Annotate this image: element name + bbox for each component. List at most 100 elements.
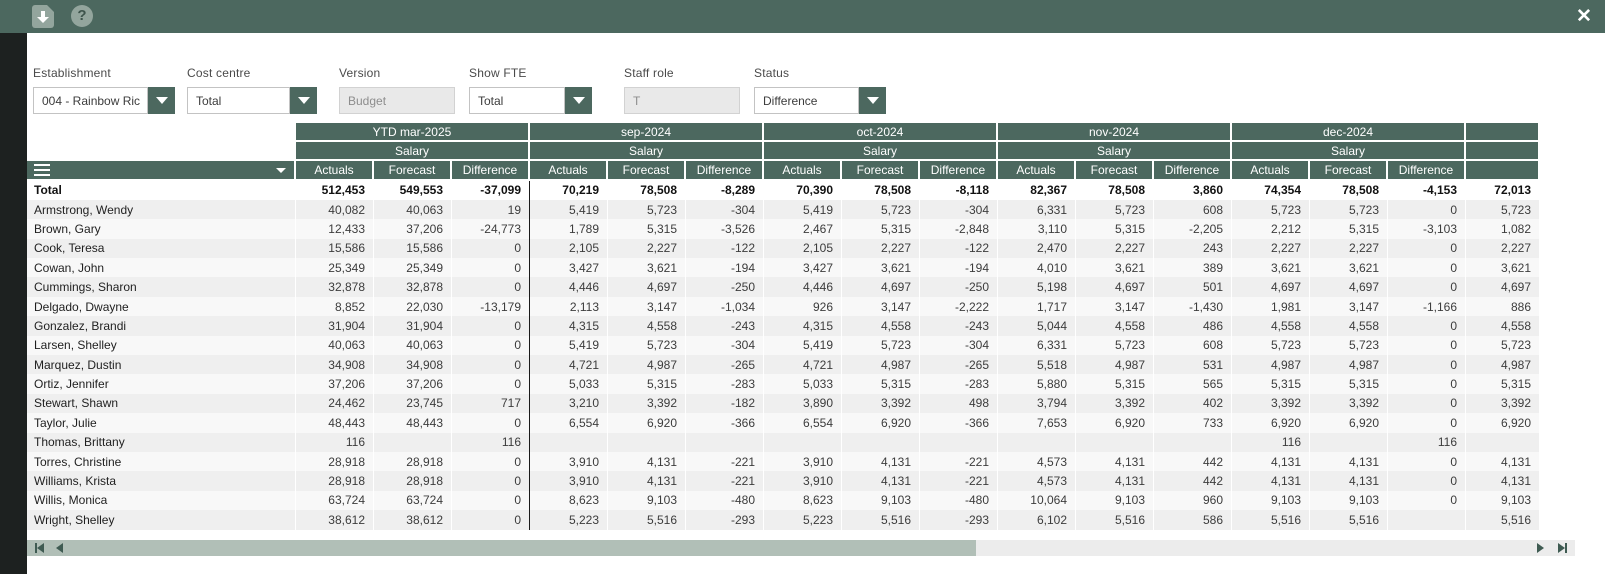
value-cell[interactable]: 25,349	[374, 258, 452, 278]
value-cell[interactable]: 717	[452, 393, 530, 414]
value-cell[interactable]: 608	[1154, 335, 1232, 356]
value-cell[interactable]: 0	[452, 510, 530, 530]
value-cell[interactable]: 2,113	[530, 296, 608, 317]
value-cell[interactable]: 6,554	[530, 413, 608, 433]
value-cell[interactable]: 0	[1388, 451, 1466, 472]
staff-name-cell[interactable]: Brown, Gary	[27, 219, 296, 239]
value-cell[interactable]: 40,063	[296, 335, 374, 356]
value-cell[interactable]: 5,723	[1076, 335, 1154, 356]
value-cell[interactable]: 4,987	[608, 355, 686, 375]
value-cell[interactable]: 5,723	[608, 335, 686, 356]
value-cell[interactable]: 28,918	[296, 451, 374, 472]
staff-name-cell[interactable]: Delgado, Dwayne	[27, 296, 296, 317]
value-cell[interactable]: -250	[920, 277, 998, 297]
value-cell[interactable]: 78,508	[842, 180, 920, 200]
value-cell[interactable]: 586	[1154, 510, 1232, 530]
value-cell[interactable]: 498	[920, 393, 998, 414]
value-cell[interactable]	[1310, 432, 1388, 452]
value-cell[interactable]: 82,367	[998, 180, 1076, 200]
value-cell[interactable]: 0	[1388, 199, 1466, 220]
value-cell[interactable]: 0	[1388, 258, 1466, 278]
value-cell[interactable]: 5,723	[1310, 335, 1388, 356]
value-cell[interactable]: 63,724	[296, 490, 374, 511]
show-fte-select[interactable]: Total	[469, 87, 565, 114]
value-cell[interactable]: -3,103	[1388, 219, 1466, 239]
value-cell[interactable]: 70,219	[530, 180, 608, 200]
help-icon[interactable]: ?	[71, 5, 93, 27]
value-cell[interactable]: 116	[452, 432, 530, 452]
value-cell[interactable]: -8,289	[686, 180, 764, 200]
value-cell[interactable]: 5,723	[842, 335, 920, 356]
scroll-first-icon[interactable]	[29, 540, 50, 556]
value-cell[interactable]: 3,427	[764, 258, 842, 278]
value-cell[interactable]: 0	[1388, 316, 1466, 336]
value-cell[interactable]: -265	[686, 355, 764, 375]
value-cell[interactable]: -13,179	[452, 296, 530, 317]
value-cell[interactable]: 116	[296, 432, 374, 452]
value-cell[interactable]: 4,131	[1232, 451, 1310, 472]
value-cell[interactable]: 37,206	[374, 374, 452, 394]
value-cell[interactable]: 6,920	[842, 413, 920, 433]
value-cell[interactable]: 38,612	[374, 510, 452, 530]
staff-name-cell[interactable]: Armstrong, Wendy	[27, 199, 296, 220]
value-cell[interactable]: 0	[452, 413, 530, 433]
value-cell[interactable]	[842, 432, 920, 452]
value-cell[interactable]: 4,010	[998, 258, 1076, 278]
value-cell[interactable]: 4,131	[842, 471, 920, 491]
measure-column-header[interactable]: Forecast	[374, 161, 452, 181]
value-cell[interactable]: 501	[1154, 277, 1232, 297]
value-cell[interactable]: 0	[452, 277, 530, 297]
value-cell[interactable]: 3,210	[530, 393, 608, 414]
value-cell[interactable]: 0	[1388, 393, 1466, 414]
value-cell[interactable]: 40,063	[374, 335, 452, 356]
value-cell[interactable]: 4,558	[1466, 316, 1540, 336]
value-cell[interactable]: 24,462	[296, 393, 374, 414]
value-cell[interactable]: -480	[920, 490, 998, 511]
value-cell[interactable]: 3,392	[1310, 393, 1388, 414]
value-cell[interactable]: 5,033	[530, 374, 608, 394]
value-cell[interactable]: 531	[1154, 355, 1232, 375]
value-cell[interactable]: -304	[920, 335, 998, 356]
value-cell[interactable]: 2,212	[1232, 219, 1310, 239]
value-cell[interactable]: 5,723	[1466, 199, 1540, 220]
value-cell[interactable]: -221	[920, 471, 998, 491]
value-cell[interactable]: 3,392	[1076, 393, 1154, 414]
value-cell[interactable]: -24,773	[452, 219, 530, 239]
value-cell[interactable]: 4,573	[998, 451, 1076, 472]
value-cell[interactable]: 4,131	[1232, 471, 1310, 491]
staff-name-cell[interactable]: Gonzalez, Brandi	[27, 316, 296, 336]
value-cell[interactable]: 3,147	[1310, 296, 1388, 317]
value-cell[interactable]: -304	[686, 199, 764, 220]
value-cell[interactable]: -304	[920, 199, 998, 220]
value-cell[interactable]: 6,554	[764, 413, 842, 433]
value-cell[interactable]: -37,099	[452, 180, 530, 200]
value-cell[interactable]: 2,105	[530, 238, 608, 259]
value-cell[interactable]: 4,131	[1310, 451, 1388, 472]
value-cell[interactable]: 0	[452, 490, 530, 511]
scrollbar-thumb[interactable]	[27, 540, 976, 556]
value-cell[interactable]: 3,621	[1310, 258, 1388, 278]
value-cell[interactable]: 4,697	[1310, 277, 1388, 297]
value-cell[interactable]: 4,697	[1232, 277, 1310, 297]
value-cell[interactable]: 5,315	[608, 374, 686, 394]
value-cell[interactable]	[686, 432, 764, 452]
value-cell[interactable]: 2,467	[764, 219, 842, 239]
value-cell[interactable]: 2,470	[998, 238, 1076, 259]
staff-name-cell[interactable]: Larsen, Shelley	[27, 335, 296, 356]
show-fte-dropdown-button[interactable]	[565, 87, 592, 114]
value-cell[interactable]: 25,349	[296, 258, 374, 278]
value-cell[interactable]: 22,030	[374, 296, 452, 317]
value-cell[interactable]: 31,904	[374, 316, 452, 336]
value-cell[interactable]: 8,852	[296, 296, 374, 317]
value-cell[interactable]: 6,331	[998, 335, 1076, 356]
value-cell[interactable]: 8,623	[764, 490, 842, 511]
value-cell[interactable]: 243	[1154, 238, 1232, 259]
value-cell[interactable]: -122	[920, 238, 998, 259]
value-cell[interactable]	[530, 432, 608, 452]
value-cell[interactable]: 926	[764, 296, 842, 317]
value-cell[interactable]: 4,697	[608, 277, 686, 297]
value-cell[interactable]: 4,446	[764, 277, 842, 297]
value-cell[interactable]: 0	[452, 316, 530, 336]
value-cell[interactable]: 70,390	[764, 180, 842, 200]
value-cell[interactable]: 5,315	[1076, 374, 1154, 394]
